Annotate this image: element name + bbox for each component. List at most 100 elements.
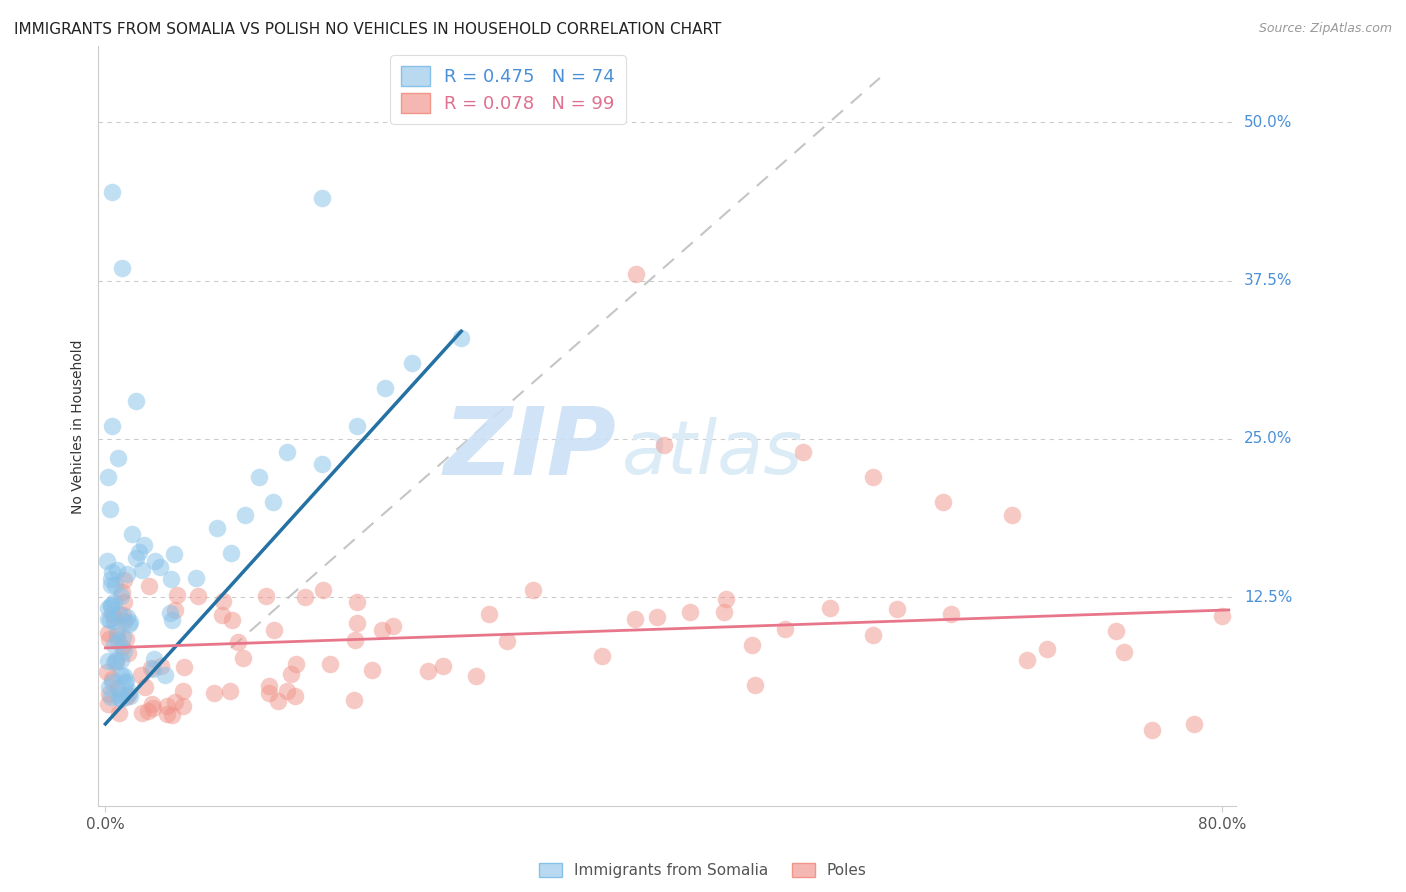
Point bbox=[97, 470, 120, 484]
Point bbox=[284, 657, 307, 671]
Point bbox=[115, 566, 138, 581]
Point bbox=[156, 706, 179, 721]
Point bbox=[114, 690, 136, 705]
Point bbox=[100, 572, 122, 586]
Point bbox=[96, 665, 118, 680]
Point bbox=[115, 632, 138, 647]
Point bbox=[105, 681, 128, 695]
Point bbox=[280, 667, 302, 681]
Point bbox=[262, 495, 284, 509]
Point bbox=[343, 693, 366, 707]
Point bbox=[205, 520, 228, 534]
Point bbox=[97, 601, 120, 615]
Point bbox=[478, 607, 501, 621]
Point bbox=[941, 607, 963, 621]
Text: IMMIGRANTS FROM SOMALIA VS POLISH NO VEHICLES IN HOUSEHOLD CORRELATION CHART: IMMIGRANTS FROM SOMALIA VS POLISH NO VEH… bbox=[14, 22, 721, 37]
Point bbox=[202, 686, 225, 700]
Point bbox=[100, 690, 122, 705]
Point bbox=[100, 599, 122, 613]
Y-axis label: No Vehicles in Household: No Vehicles in Household bbox=[72, 339, 86, 514]
Legend: Immigrants from Somalia, Poles: Immigrants from Somalia, Poles bbox=[533, 857, 873, 884]
Legend: R = 0.475   N = 74, R = 0.078   N = 99: R = 0.475 N = 74, R = 0.078 N = 99 bbox=[389, 55, 626, 124]
Point bbox=[110, 589, 132, 603]
Point bbox=[110, 688, 132, 702]
Point bbox=[108, 607, 131, 621]
Point bbox=[247, 470, 270, 484]
Point bbox=[1112, 644, 1135, 658]
Point bbox=[125, 551, 148, 566]
Point bbox=[233, 508, 256, 522]
Point bbox=[371, 623, 394, 637]
Point bbox=[143, 554, 166, 568]
Point bbox=[142, 662, 165, 676]
Point bbox=[862, 470, 884, 484]
Point bbox=[744, 678, 766, 692]
Point bbox=[103, 638, 125, 652]
Point bbox=[160, 573, 183, 587]
Point bbox=[111, 640, 134, 654]
Point bbox=[112, 595, 135, 609]
Point bbox=[103, 595, 125, 609]
Point bbox=[98, 680, 121, 694]
Point bbox=[128, 545, 150, 559]
Text: 50.0%: 50.0% bbox=[1244, 115, 1292, 129]
Point bbox=[142, 652, 165, 666]
Point bbox=[118, 617, 141, 632]
Text: 37.5%: 37.5% bbox=[1244, 273, 1292, 288]
Point bbox=[97, 632, 120, 647]
Point bbox=[105, 624, 128, 639]
Text: ZIP: ZIP bbox=[443, 403, 616, 495]
Point bbox=[165, 694, 187, 708]
Point bbox=[184, 571, 207, 585]
Point bbox=[931, 495, 953, 509]
Point bbox=[97, 653, 120, 667]
Point bbox=[141, 661, 163, 675]
Point bbox=[172, 698, 194, 713]
Point bbox=[496, 634, 519, 648]
Point bbox=[117, 688, 139, 702]
Point bbox=[226, 635, 249, 649]
Point bbox=[311, 582, 333, 597]
Point bbox=[1036, 642, 1059, 657]
Point bbox=[153, 668, 176, 682]
Point bbox=[104, 653, 127, 667]
Point bbox=[107, 450, 129, 465]
Point bbox=[142, 701, 165, 715]
Point bbox=[111, 260, 134, 275]
Point bbox=[98, 501, 121, 516]
Point bbox=[276, 444, 298, 458]
Point bbox=[118, 615, 141, 629]
Point bbox=[103, 614, 125, 628]
Point bbox=[118, 685, 141, 699]
Point bbox=[862, 628, 884, 642]
Point bbox=[105, 629, 128, 643]
Point bbox=[101, 419, 124, 434]
Point bbox=[679, 605, 702, 619]
Point bbox=[141, 697, 163, 711]
Point bbox=[131, 706, 153, 721]
Point bbox=[134, 681, 156, 695]
Point bbox=[117, 646, 139, 660]
Point bbox=[110, 653, 132, 667]
Point bbox=[773, 622, 796, 636]
Point bbox=[1211, 609, 1233, 624]
Point bbox=[110, 692, 132, 706]
Point bbox=[219, 546, 242, 560]
Point bbox=[361, 663, 384, 677]
Point bbox=[1015, 653, 1038, 667]
Point bbox=[373, 381, 395, 395]
Point bbox=[166, 588, 188, 602]
Point bbox=[319, 657, 342, 672]
Point bbox=[111, 584, 134, 599]
Point bbox=[1001, 508, 1024, 522]
Point bbox=[100, 578, 122, 592]
Point bbox=[111, 607, 134, 622]
Point bbox=[165, 603, 187, 617]
Point bbox=[346, 419, 368, 434]
Point bbox=[101, 185, 124, 199]
Point bbox=[187, 589, 209, 603]
Point bbox=[346, 615, 368, 630]
Point bbox=[401, 356, 423, 370]
Point bbox=[131, 563, 153, 577]
Point bbox=[118, 689, 141, 703]
